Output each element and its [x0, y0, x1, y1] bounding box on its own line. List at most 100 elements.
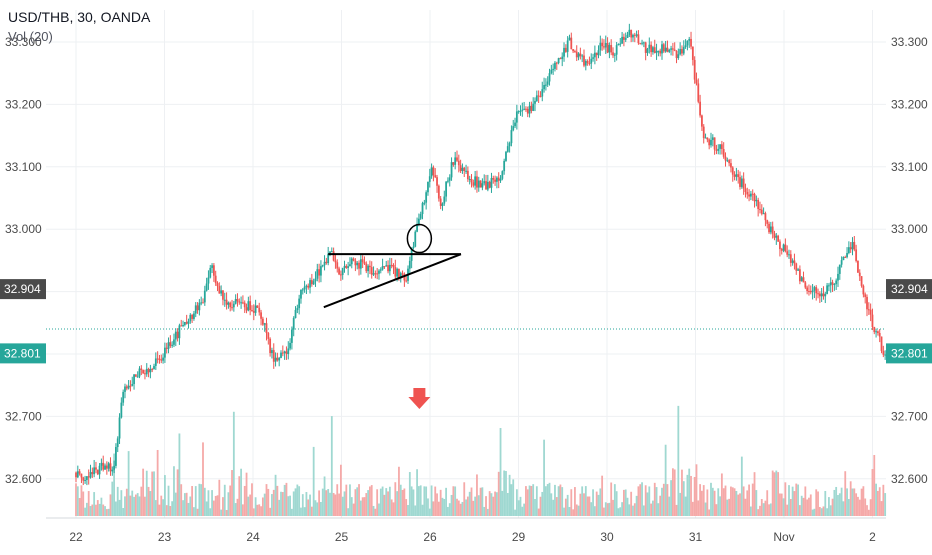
candle-body [468, 178, 471, 180]
y-tick-label-left: 33.200 [5, 97, 42, 111]
volume-bar [477, 495, 480, 516]
volume-bar [684, 496, 687, 516]
candle-body [552, 68, 555, 70]
volume-bar [174, 492, 177, 516]
candle-body [601, 42, 604, 47]
current-price-label-left: 32.801 [4, 346, 41, 360]
candle-body [526, 108, 529, 114]
candle-body [753, 193, 756, 202]
candle-body [590, 58, 593, 64]
candle-body [835, 280, 838, 285]
candle-body [169, 342, 172, 346]
candle-body [350, 258, 353, 265]
volume-bar [271, 494, 273, 516]
volume-bar [472, 500, 475, 516]
volume-bar [258, 504, 261, 516]
candle-body [271, 350, 273, 354]
volume-bar [227, 492, 230, 516]
candle-body [521, 109, 524, 111]
candle-body [826, 285, 828, 294]
candle-body [318, 269, 321, 276]
volume-bar [93, 492, 96, 516]
candle-body [289, 342, 291, 349]
volume-bar [138, 496, 141, 516]
volume-bar [116, 486, 119, 516]
volume-bar [220, 509, 223, 516]
volume-bar [710, 482, 712, 516]
volume-bar [167, 485, 170, 516]
candle-body [568, 37, 571, 41]
candle-body [873, 326, 876, 333]
volume-bar [564, 498, 567, 516]
volume-bar [176, 469, 179, 516]
candle-body [459, 165, 462, 171]
candle-body [127, 385, 130, 389]
candle-body [236, 299, 239, 302]
candle-body [198, 302, 201, 311]
volume-bar [804, 486, 807, 516]
candle-body [477, 180, 480, 188]
candle-body [78, 471, 81, 474]
volume-bar [791, 486, 794, 516]
candle-body [379, 269, 382, 271]
candle-body [434, 175, 437, 178]
volume-bar [434, 486, 437, 516]
candle-body [515, 111, 518, 123]
candle-body [820, 293, 823, 297]
volume-bar [236, 498, 239, 516]
volume-bar [461, 501, 464, 516]
volume-bar [699, 484, 702, 516]
candle-body [398, 268, 400, 279]
candle-body [171, 344, 174, 346]
candle-body [875, 331, 877, 333]
candle-body [535, 95, 538, 101]
volume-bar [844, 471, 847, 516]
price-axes: 32.60032.60032.70032.70032.80032.80032.9… [0, 35, 932, 486]
candle-body [755, 199, 758, 202]
candle-body [523, 108, 526, 110]
candle-body [691, 46, 694, 60]
candle-body [381, 266, 384, 270]
volume-bar [603, 507, 605, 516]
candle-body [575, 51, 578, 58]
volume-bar [828, 497, 830, 516]
volume-bar [570, 489, 573, 516]
down-arrow-icon [408, 388, 431, 409]
volume-bar [759, 505, 761, 516]
candle-body [118, 417, 121, 439]
candle-body [579, 53, 582, 57]
volume-bar [153, 471, 155, 516]
volume-bar [525, 486, 527, 516]
candle-body [481, 183, 484, 188]
volume-bar [535, 486, 538, 516]
volume-bar [321, 488, 324, 516]
volume-bar [724, 485, 727, 516]
candle-body [557, 58, 560, 64]
volume-bar [490, 493, 493, 516]
volume-bar [619, 507, 622, 516]
volume-bar [281, 492, 284, 516]
candle-body [145, 368, 148, 375]
candle-body [628, 29, 631, 35]
candle-body [383, 266, 386, 268]
candle-body [837, 273, 839, 281]
volume-bar [298, 486, 301, 516]
volume-bar [272, 489, 275, 516]
candle-body [686, 40, 689, 46]
candle-body [207, 277, 210, 284]
volume-bar [363, 497, 366, 516]
volume-bar [267, 488, 270, 516]
volume-bar [537, 508, 540, 516]
candle-body [96, 469, 99, 475]
candle-body [492, 178, 495, 180]
volume-bar [639, 484, 642, 516]
candle-body [519, 110, 522, 112]
volume-bar [541, 491, 544, 516]
volume-bar [635, 495, 638, 516]
candle-body [417, 218, 420, 224]
volume-bar [880, 501, 883, 516]
candle-body [702, 126, 705, 138]
candle-body [764, 213, 767, 221]
